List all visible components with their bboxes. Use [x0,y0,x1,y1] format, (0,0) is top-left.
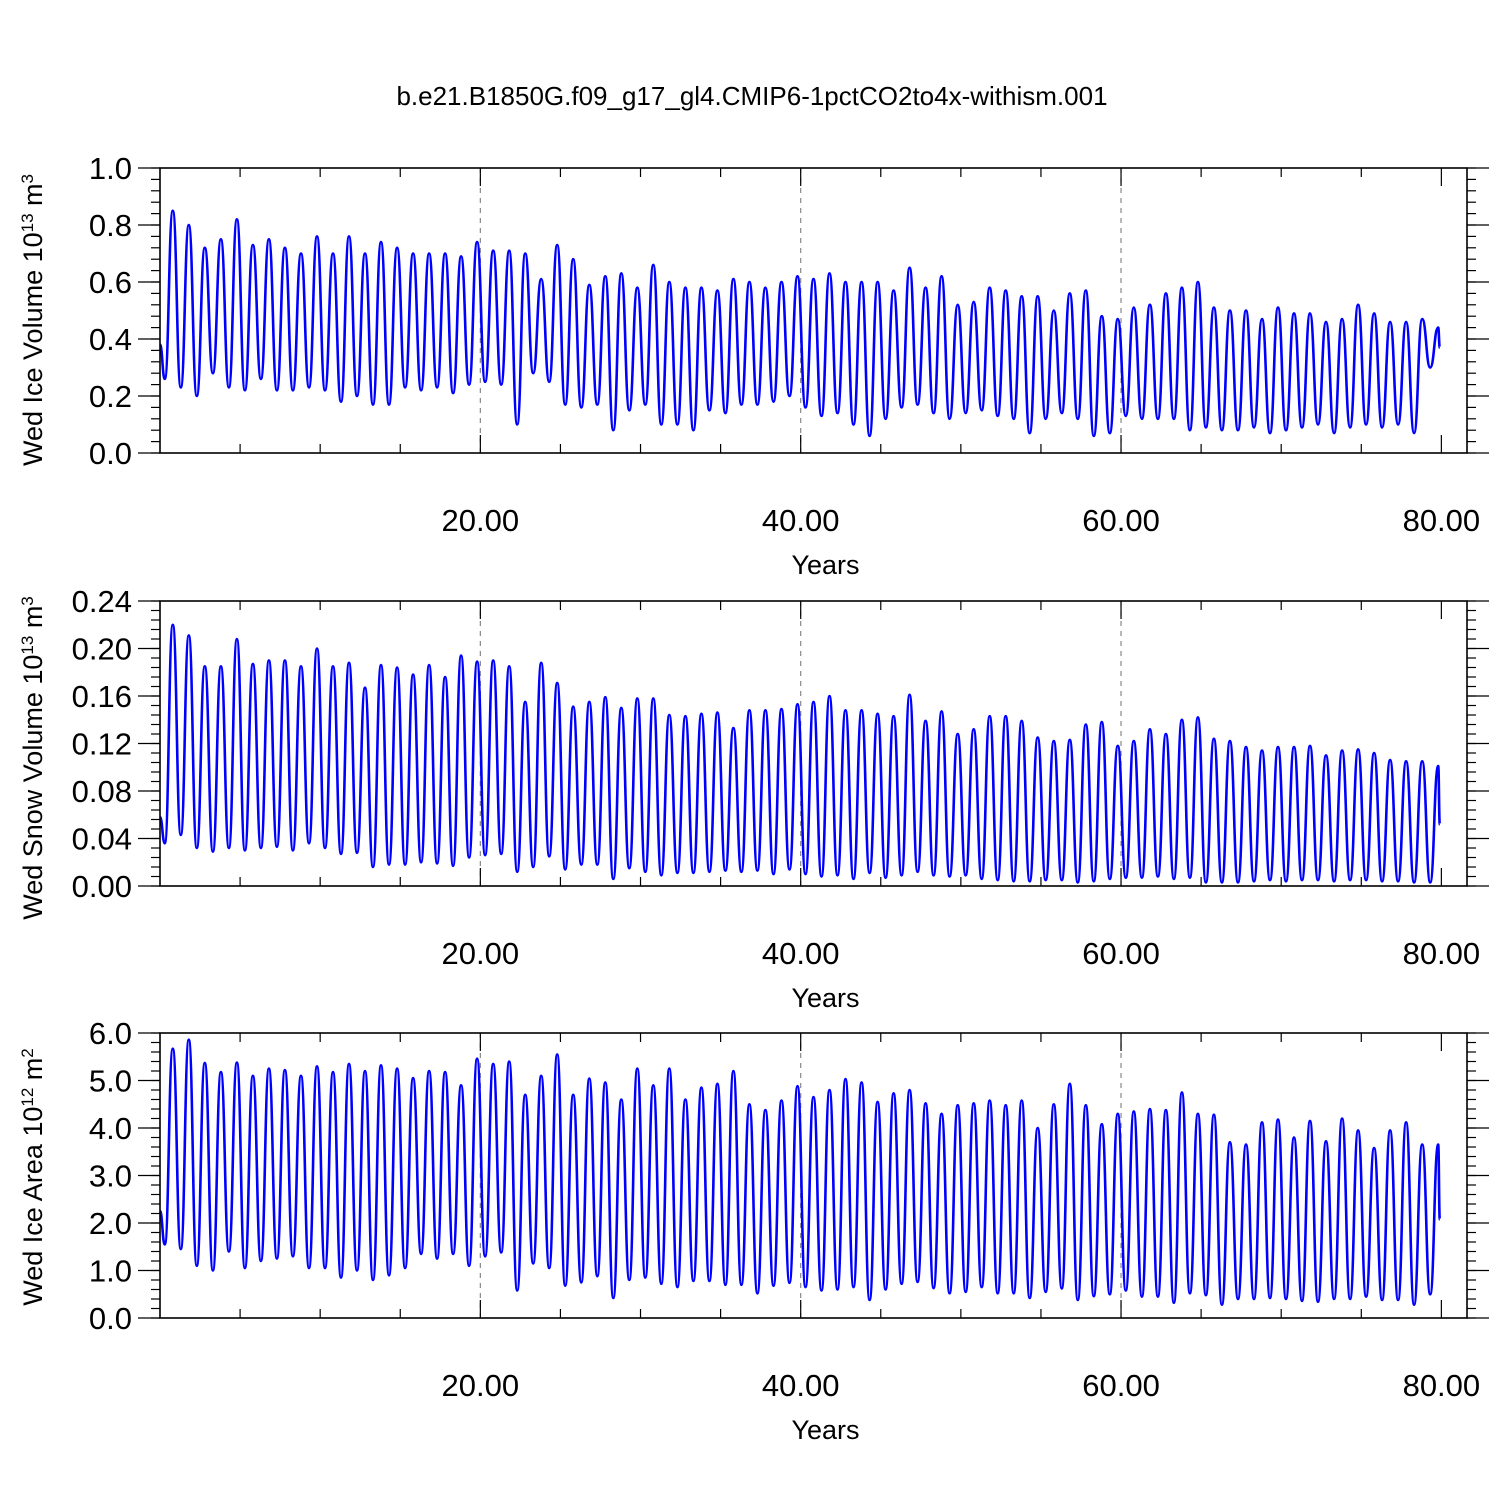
y-axis-label-superscript: 3 [18,596,37,605]
x-tick-label: 60.00 [1082,503,1160,538]
y-tick-label: 0.6 [89,265,132,300]
panel-wed-snow-volume: 0.00 0.04 0.08 0.12 0.16 0.20 0.24 20.00 40.00 60… [18,584,1489,1013]
plot-frame [159,1032,1468,1319]
y-tick-label: 0.12 [72,727,132,762]
y-tick-label: 0.00 [72,869,132,904]
plot-frame [159,167,1468,454]
x-axis-label: Years [791,1415,859,1445]
y-tick-label: 1.0 [89,151,132,186]
x-tick-label: 80.00 [1403,936,1481,971]
y-tick-label: 0.2 [89,379,132,414]
y-tick-label: 0.0 [89,1301,132,1336]
x-tick-label: 20.00 [442,1368,520,1403]
y-axis-label-superscript: 12 [18,1088,37,1107]
x-tick-label: 80.00 [1403,1368,1481,1403]
y-tick-label: 3.0 [89,1159,132,1194]
y-axis-label-part: Wed Ice Area 10 [18,1107,48,1306]
y-axis-label: Wed Snow Volume 1013 m3 [18,596,49,920]
x-tick-label: 20.00 [442,503,520,538]
y-axis-label-part: m [18,606,48,636]
x-tick-label: 40.00 [762,1368,840,1403]
y-axis-label: Wed Ice Volume 1013 m3 [18,174,49,466]
panel-wed-ice-volume: 0.0 0.2 0.4 0.6 0.8 1.0 20.00 40.00 60.00 80.00 Ye… [18,151,1489,580]
x-tick-label: 60.00 [1082,936,1160,971]
y-axis-label: Wed Ice Area 1012 m2 [18,1048,49,1306]
y-tick-label: 0.08 [72,774,132,809]
x-axis-label: Years [791,983,859,1013]
series-line [158,623,1442,884]
y-axis-label-superscript: 13 [18,636,37,655]
y-tick-label: 1.0 [89,1254,132,1289]
y-tick-label: 5.0 [89,1064,132,1099]
y-axis-label-superscript: 2 [18,1048,37,1057]
series-line [158,1038,1442,1306]
x-tick-label: 40.00 [762,503,840,538]
y-axis-label-part: Wed Ice Volume 10 [18,232,48,466]
x-tick-label: 60.00 [1082,1368,1160,1403]
series-line [158,209,1442,438]
y-tick-label: 0.20 [72,632,132,667]
figure-title: b.e21.B1850G.f09_g17_gl4.CMIP6-1pctCO2to… [396,81,1107,111]
panel-wed-ice-area: 0.0 1.0 2.0 3.0 4.0 5.0 6.0 20.00 40.00 60.00 80.0… [18,1016,1489,1445]
x-tick-label: 20.00 [442,936,520,971]
y-axis-label-part: m [18,1058,48,1088]
x-tick-label: 80.00 [1403,503,1481,538]
y-tick-label: 0.4 [89,322,132,357]
y-axis-label-superscript: 13 [18,213,37,232]
y-tick-label: 0.0 [89,436,132,471]
x-axis-label: Years [791,550,859,580]
y-axis-label-part: Wed Snow Volume 10 [18,655,48,920]
y-axis-label-superscript: 3 [18,174,37,183]
y-axis-label-part: m [18,183,48,213]
x-tick-label: 40.00 [762,936,840,971]
y-tick-label: 2.0 [89,1206,132,1241]
y-tick-label: 6.0 [89,1016,132,1051]
y-tick-label: 0.8 [89,208,132,243]
y-tick-label: 0.04 [72,822,132,857]
y-tick-label: 0.16 [72,679,132,714]
y-tick-label: 0.24 [72,584,132,619]
y-tick-label: 4.0 [89,1111,132,1146]
plot-frame [159,600,1468,887]
